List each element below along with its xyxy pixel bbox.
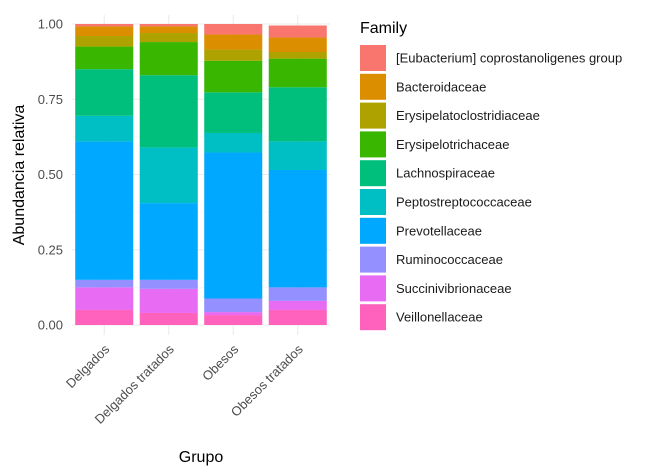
bar-segment <box>268 37 327 52</box>
legend-swatch <box>360 45 386 71</box>
y-tick-label: 0.50 <box>38 167 63 182</box>
bar-segment <box>204 312 263 316</box>
bar-segment <box>204 34 263 50</box>
legend-label: Peptostreptococcaceae <box>396 195 532 210</box>
bar-segment <box>139 279 198 289</box>
legend-swatch <box>360 102 386 129</box>
bar-segment <box>75 46 134 70</box>
y-tick-label: 0.25 <box>38 242 63 257</box>
bar-segment <box>204 60 263 93</box>
legend-label: Prevotellaceae <box>396 223 482 238</box>
bar-segment <box>268 169 327 288</box>
legend-swatch <box>360 304 386 331</box>
x-tick-label: Delgados <box>63 341 113 391</box>
legend-swatch <box>360 189 386 215</box>
bar-segment <box>268 58 327 88</box>
bar-segment <box>268 287 327 301</box>
bar-segment <box>139 24 198 27</box>
y-axis: 0.00 0.25 0.50 0.75 1.00 <box>38 17 63 333</box>
legend-swatch <box>360 246 386 273</box>
legend-label: Erysipelatoclostridiaceae <box>396 108 540 123</box>
bar-segment <box>139 203 198 280</box>
bar-segment <box>268 141 327 170</box>
bar-segment <box>139 33 198 43</box>
x-axis-title: Grupo <box>179 449 224 466</box>
legend-label: Succinivibrionaceae <box>396 281 512 296</box>
bar-segment <box>75 287 134 310</box>
bar-segment <box>75 279 134 288</box>
bar-segment <box>75 36 134 47</box>
y-tick-label: 0.00 <box>38 318 63 333</box>
bar-segment <box>268 309 327 325</box>
bar-segment <box>268 25 327 38</box>
legend-label: Erysipelotrichaceae <box>396 137 509 152</box>
legend-swatch <box>360 73 386 100</box>
bar-segment <box>204 24 263 35</box>
legend-label: Bacteroidaceae <box>396 79 486 94</box>
bar-segment <box>75 309 134 325</box>
legend-label: [Eubacterium] coprostanoligenes group <box>396 51 622 66</box>
x-tick-label: Obesos <box>199 341 242 384</box>
bar-segment <box>204 92 263 133</box>
legend-swatch <box>360 275 386 302</box>
bar-segment <box>204 315 263 325</box>
bar-segment <box>139 26 198 34</box>
bar-segment <box>139 288 198 313</box>
bar-segment <box>139 312 198 325</box>
bar-segment <box>75 69 134 116</box>
y-tick-label: 1.00 <box>38 17 63 32</box>
bar-segment <box>268 300 327 310</box>
legend-label: Lachnospiraceae <box>396 166 495 181</box>
bar-segment <box>139 75 198 148</box>
bar-segment <box>204 152 263 299</box>
bar-segment <box>75 26 134 37</box>
bar-segment <box>268 51 327 59</box>
bar-segment <box>75 24 134 27</box>
bar-segment <box>268 87 327 142</box>
bar-segment <box>204 132 263 153</box>
legend-label: Veillonellaceae <box>396 310 483 325</box>
bar-segment <box>204 49 263 61</box>
bar-segment <box>204 298 263 313</box>
bar-segment <box>75 141 134 280</box>
bars-layer <box>75 24 327 325</box>
legend: [Eubacterium] coprostanoligenes group Bac… <box>360 45 622 331</box>
y-tick-label: 0.75 <box>38 92 63 107</box>
legend-swatch <box>360 160 386 187</box>
legend-label: Ruminococcaceae <box>396 252 503 267</box>
y-axis-title: Abundancia relativa <box>11 105 28 246</box>
bar-segment <box>139 147 198 204</box>
legend-swatch <box>360 131 386 158</box>
bar-segment <box>139 42 198 76</box>
legend-swatch <box>360 217 386 244</box>
bar-segment <box>75 115 134 142</box>
legend-title: Family <box>360 20 407 37</box>
